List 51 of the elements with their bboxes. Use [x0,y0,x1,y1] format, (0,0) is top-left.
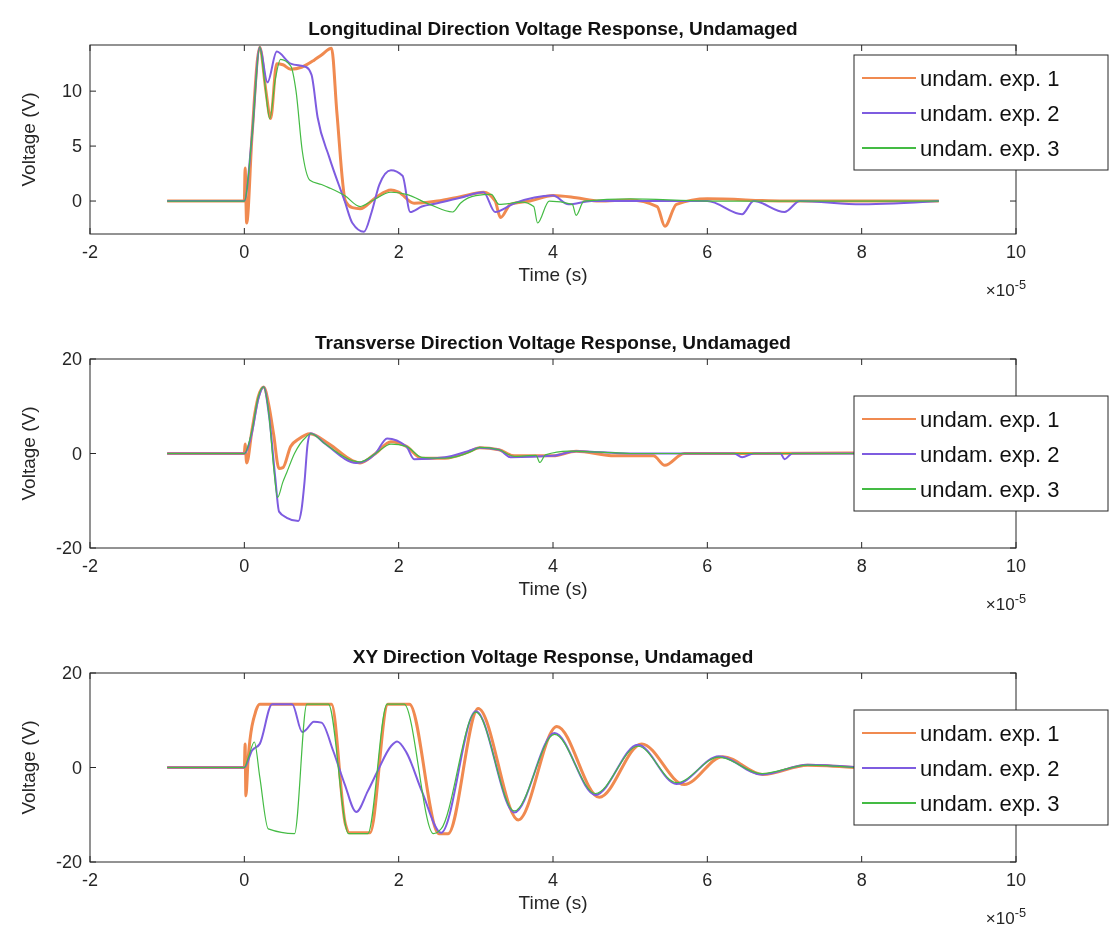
chart-title: Longitudinal Direction Voltage Response, Undamaged [308,18,798,39]
x-tick-label: 6 [702,870,713,890]
legend-label: undam. exp. 1 [920,66,1060,91]
y-axis-title: Voltage (V) [18,720,39,815]
y-tick-label: 20 [61,663,82,683]
legend-label: undam. exp. 2 [920,101,1060,126]
chart-title: XY Direction Voltage Response, Undamaged [352,646,754,667]
x-tick-label: -2 [81,870,99,890]
x-axis-title: Time (s) [518,578,588,599]
y-tick-label: 0 [71,443,82,464]
x-tick-label: 10 [1005,556,1027,576]
x-tick-label: 4 [547,556,559,576]
legend-label: undam. exp. 3 [920,791,1060,816]
text: ×10$^{-5}$ [985,590,1026,614]
x-tick-label: -2 [81,556,99,576]
x-tick-label: 2 [393,556,404,576]
y-tick-label: 0 [71,757,82,778]
x-tick-label: -2 [81,242,99,262]
x-axis-title: Time (s) [518,892,588,913]
x-tick-label: 10 [1005,870,1027,890]
x-tick-label: 6 [702,242,713,262]
y-tick-label: 10 [61,81,82,102]
y-axis-title: Voltage (V) [18,406,39,501]
y-tick-label: -20 [55,538,82,558]
text: ×10$^{-5}$ [985,904,1026,928]
x-tick-label: 2 [393,870,404,890]
x-tick-label: 6 [702,556,713,576]
legend-label: undam. exp. 3 [920,477,1060,502]
y-tick-label: 0 [71,191,82,212]
x-axis-title: Time (s) [518,264,588,285]
chart-title: Transverse Direction Voltage Response, Undamaged [315,332,791,353]
y-tick-label: 20 [61,349,82,369]
y-axis-title: Voltage (V) [18,92,39,187]
legend-label: undam. exp. 2 [920,442,1060,467]
x-tick-label: 0 [239,556,250,576]
legend-label: undam. exp. 1 [920,721,1060,746]
text: ×10$^{-5}$ [985,276,1026,300]
x-tick-label: 2 [393,242,404,262]
x-tick-label: 8 [856,242,867,262]
legend-label: undam. exp. 3 [920,136,1060,161]
y-tick-label: 5 [71,136,82,157]
x-tick-label: 4 [547,242,559,262]
x-tick-label: 10 [1005,242,1027,262]
x-tick-label: 0 [239,870,250,890]
x-tick-label: 4 [547,870,559,890]
x-tick-label: 8 [856,556,867,576]
legend-label: undam. exp. 1 [920,407,1060,432]
x-tick-label: 0 [239,242,250,262]
x-tick-label: 8 [856,870,867,890]
y-tick-label: -20 [55,852,82,872]
legend-label: undam. exp. 2 [920,756,1060,781]
